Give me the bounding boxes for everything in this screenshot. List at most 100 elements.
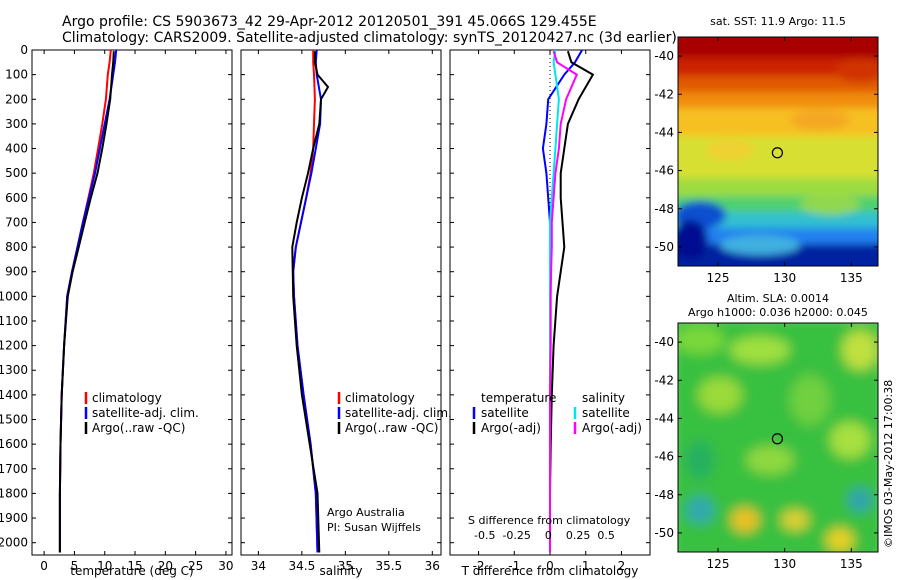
x-tick-label: -1 bbox=[508, 559, 520, 573]
depth-tick-label: 700 bbox=[5, 215, 28, 229]
figure-title-line2: Climatology: CARS2009. Satellite-adjuste… bbox=[62, 30, 677, 46]
depth-tick-label: 300 bbox=[5, 117, 28, 131]
x-tick-label: 36 bbox=[425, 559, 440, 573]
map-x-tick-label: 130 bbox=[773, 557, 796, 571]
axes-frame bbox=[31, 49, 233, 556]
legend-satellite-label: satellite-adj. clim. bbox=[345, 406, 452, 420]
series-line-satellite bbox=[292, 49, 323, 553]
map-y-tick-label: -40 bbox=[654, 335, 674, 349]
series-line-argo bbox=[58, 51, 115, 553]
temperature-legend: climatology satellite-adj. clim. Argo(..… bbox=[84, 391, 199, 435]
depth-tick-label: 800 bbox=[5, 240, 28, 254]
map-y-tick-label: -44 bbox=[654, 125, 674, 139]
legend-s-argo-label: Argo(-adj) bbox=[582, 421, 642, 435]
depth-tick-label: 1100 bbox=[0, 314, 28, 328]
legend-t-satellite-label: satellite bbox=[481, 406, 529, 420]
depth-tick-label: 100 bbox=[5, 68, 28, 82]
x-tick-label: 5 bbox=[71, 559, 79, 573]
depth-tick-label: 0 bbox=[20, 43, 28, 57]
depth-tick-label: 900 bbox=[5, 265, 28, 279]
x-tick-label: 25 bbox=[188, 559, 203, 573]
sla-map-subtitle: Argo h1000: 0.036 h2000: 0.045 bbox=[688, 306, 868, 319]
depth-tick-label: 400 bbox=[5, 142, 28, 156]
difference-panel: -2 -1 0 1 2T difference from climatology bbox=[449, 49, 651, 578]
series-line-satellite bbox=[541, 49, 583, 553]
sla-map-title: Altim. SLA: 0.0014 bbox=[727, 292, 829, 305]
depth-tick-label: 2000 bbox=[0, 536, 28, 550]
depth-tick-label: 1000 bbox=[0, 289, 28, 303]
x-tick-label: 30 bbox=[218, 559, 233, 573]
map-y-tick-label: -46 bbox=[654, 450, 674, 464]
map-y-tick-label: -50 bbox=[654, 526, 674, 540]
salinity-legend: climatology satellite-adj. clim. Argo(..… bbox=[327, 391, 452, 534]
legend-s-satellite-label: satellite bbox=[582, 406, 630, 420]
sla-map-frame bbox=[677, 322, 879, 553]
x-tick-label: 34 bbox=[251, 559, 266, 573]
series-line-argo bbox=[549, 50, 595, 553]
salinity-panel: 34 34.5 35 35.5 36 salinity bbox=[240, 49, 442, 578]
legend-salinity-heading: salinity bbox=[582, 391, 625, 405]
depth-tick-label: 1500 bbox=[0, 413, 28, 427]
x-tick-label: 10 bbox=[97, 559, 112, 573]
x-tick-label: 0 bbox=[40, 559, 48, 573]
legend-satellite-label: satellite-adj. clim. bbox=[92, 406, 199, 420]
sst-argo-location-marker bbox=[771, 147, 784, 159]
depth-tick-label: 1700 bbox=[0, 462, 28, 476]
depth-tick-label: 500 bbox=[5, 166, 28, 180]
depth-tick-label: 1900 bbox=[0, 511, 28, 525]
sst-map-frame bbox=[677, 36, 879, 267]
legend-t-argo-label: Argo(-adj) bbox=[481, 421, 541, 435]
pi-note: PI: Susan Wijffels bbox=[327, 521, 421, 534]
x-tick-label: 2 bbox=[618, 559, 626, 573]
s-difference-ticks: -0.5 -0.25 0 0.25 0.5 bbox=[474, 529, 615, 542]
temperature-panel: 0100200300400500600700800900100011001200… bbox=[0, 43, 234, 578]
x-axis-label: temperature (deg C) bbox=[70, 564, 193, 578]
sla-argo-location-marker bbox=[771, 433, 784, 445]
map-x-tick-label: 135 bbox=[840, 557, 863, 571]
map-y-tick-label: -44 bbox=[654, 411, 674, 425]
map-y-tick-label: -42 bbox=[654, 87, 674, 101]
series-line-salinity_argo bbox=[549, 50, 579, 553]
map-y-tick-label: -46 bbox=[654, 164, 674, 178]
depth-tick-label: 1400 bbox=[0, 388, 28, 402]
sla-map-axes: 125 130 135 -40 -42 -44 -46 -48 -50 bbox=[654, 323, 878, 571]
map-x-tick-label: 130 bbox=[773, 271, 796, 285]
s-difference-label: S difference from climatology bbox=[468, 514, 631, 527]
argo-australia-note: Argo Australia bbox=[327, 506, 405, 519]
x-tick-label: 1 bbox=[582, 559, 590, 573]
sst-map-title: sat. SST: 11.9 Argo: 11.5 bbox=[710, 15, 846, 28]
depth-tick-label: 1800 bbox=[0, 486, 28, 500]
x-tick-label: 0 bbox=[546, 559, 554, 573]
sst-map-axes: 125 130 135 -40 -42 -44 -46 -48 -50 bbox=[654, 37, 878, 285]
figure-title-line1: Argo profile: CS 5903673_42 29-Apr-2012 … bbox=[62, 14, 597, 30]
legend-climatology-label: climatology bbox=[345, 391, 415, 405]
x-axis-label: salinity bbox=[319, 564, 362, 578]
x-tick-label: 35 bbox=[338, 559, 353, 573]
legend-climatology-label: climatology bbox=[92, 391, 162, 405]
x-tick-label: 34.5 bbox=[289, 559, 316, 573]
legend-temperature-heading: temperature bbox=[481, 391, 556, 405]
map-y-tick-label: -48 bbox=[654, 202, 674, 216]
legend-argo-label: Argo(..raw -QC) bbox=[345, 421, 438, 435]
x-tick-label: -2 bbox=[473, 559, 485, 573]
map-x-tick-label: 125 bbox=[707, 557, 730, 571]
x-tick-label: 35.5 bbox=[375, 559, 402, 573]
series-line-argo bbox=[291, 51, 330, 553]
x-tick-label: 15 bbox=[127, 559, 142, 573]
x-tick-label: 20 bbox=[158, 559, 173, 573]
map-x-tick-label: 135 bbox=[840, 271, 863, 285]
map-y-tick-label: -50 bbox=[654, 240, 674, 254]
map-y-tick-label: -48 bbox=[654, 488, 674, 502]
imos-timestamp: ©IMOS 03-May-2012 17:00:38 bbox=[882, 380, 895, 548]
difference-legend: temperature satellite Argo(-adj) salinit… bbox=[468, 391, 642, 542]
map-y-tick-label: -42 bbox=[654, 373, 674, 387]
legend-argo-label: Argo(..raw -QC) bbox=[92, 421, 185, 435]
depth-tick-label: 1300 bbox=[0, 363, 28, 377]
sst-map-image bbox=[678, 37, 878, 266]
x-axis-label: T difference from climatology bbox=[461, 564, 639, 578]
depth-tick-label: 1200 bbox=[0, 339, 28, 353]
depth-tick-label: 600 bbox=[5, 191, 28, 205]
sla-map-image bbox=[678, 323, 878, 552]
depth-tick-label: 200 bbox=[5, 92, 28, 106]
